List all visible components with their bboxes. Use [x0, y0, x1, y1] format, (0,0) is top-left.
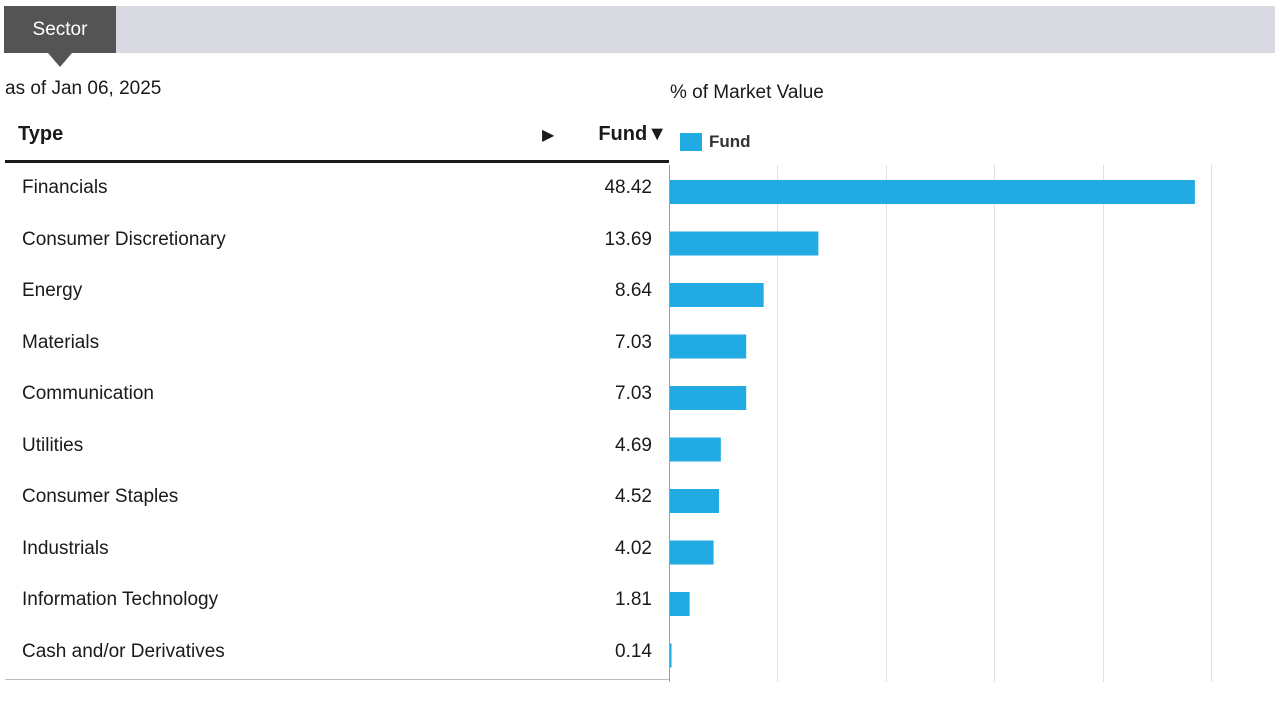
- row-value: 1.81: [615, 589, 652, 610]
- bar-chart: [669, 165, 1212, 682]
- table-row: Information Technology 1.81: [5, 575, 669, 627]
- row-type: Communication: [22, 383, 154, 404]
- table-row: Industrials 4.02: [5, 524, 669, 576]
- tab-caret-icon: [48, 53, 72, 67]
- row-type: Information Technology: [22, 589, 219, 610]
- row-value: 48.42: [604, 177, 652, 198]
- row-type: Utilities: [22, 434, 84, 456]
- bar-cash-and-or-derivatives: [670, 643, 672, 668]
- bar-industrials: [670, 540, 714, 565]
- bar-materials: [670, 334, 747, 359]
- tab-label: Sector: [32, 18, 88, 40]
- bar-financials: [670, 180, 1195, 204]
- row-value: 4.69: [615, 434, 652, 456]
- table-row: Financials 48.42: [5, 163, 669, 215]
- row-value: 7.03: [615, 383, 652, 404]
- as-of-date: as of Jan 06, 2025: [5, 78, 162, 99]
- row-value: 7.03: [615, 331, 652, 353]
- table-row: Energy 8.64: [5, 266, 669, 318]
- sector-table: Type ▶ Fund▼ Financials 48.42 Consumer Dis…: [5, 112, 669, 678]
- row-value: 8.64: [615, 280, 652, 301]
- table-row: Consumer Discretionary 13.69: [5, 215, 669, 267]
- bar-consumer-discretionary: [670, 231, 819, 256]
- bar-information-technology: [670, 592, 690, 616]
- row-type: Materials: [22, 331, 100, 353]
- legend-label: Fund: [709, 132, 751, 151]
- row-type: Financials: [22, 177, 108, 198]
- bar-communication: [670, 386, 747, 410]
- tab-bar: Sector: [4, 6, 1275, 67]
- type-column-header: Type: [18, 123, 64, 145]
- chart-legend: Fund: [680, 132, 751, 152]
- table-row: Communication 7.03: [5, 369, 669, 421]
- table-header: Type ▶ Fund▼: [5, 112, 669, 163]
- row-type: Industrials: [22, 537, 109, 559]
- table-row: Cash and/or Derivatives 0.14: [5, 627, 669, 679]
- fund-column-header[interactable]: Fund▼: [598, 123, 667, 145]
- table-row: Materials 7.03: [5, 318, 669, 370]
- bar-consumer-staples: [670, 489, 719, 513]
- table-body: Financials 48.42 Consumer Discretionary 13.…: [5, 163, 669, 678]
- table-row: Utilities 4.69: [5, 421, 669, 473]
- bar-utilities: [670, 437, 721, 462]
- row-value: 4.02: [615, 537, 652, 559]
- expand-arrow-icon[interactable]: ▶: [542, 127, 555, 144]
- row-type: Cash and/or Derivatives: [22, 640, 225, 662]
- table-row: Consumer Staples 4.52: [5, 472, 669, 524]
- row-type: Energy: [22, 280, 83, 301]
- row-type: Consumer Staples: [22, 486, 179, 507]
- table-bottom-border: [5, 679, 669, 680]
- row-value: 0.14: [615, 640, 652, 662]
- row-type: Consumer Discretionary: [22, 228, 226, 250]
- legend-swatch: [680, 133, 702, 151]
- chart-title: % of Market Value: [670, 82, 824, 103]
- row-value: 13.69: [604, 228, 652, 250]
- tab-sector[interactable]: Sector: [4, 6, 116, 53]
- row-value: 4.52: [615, 486, 652, 507]
- bar-energy: [670, 283, 764, 307]
